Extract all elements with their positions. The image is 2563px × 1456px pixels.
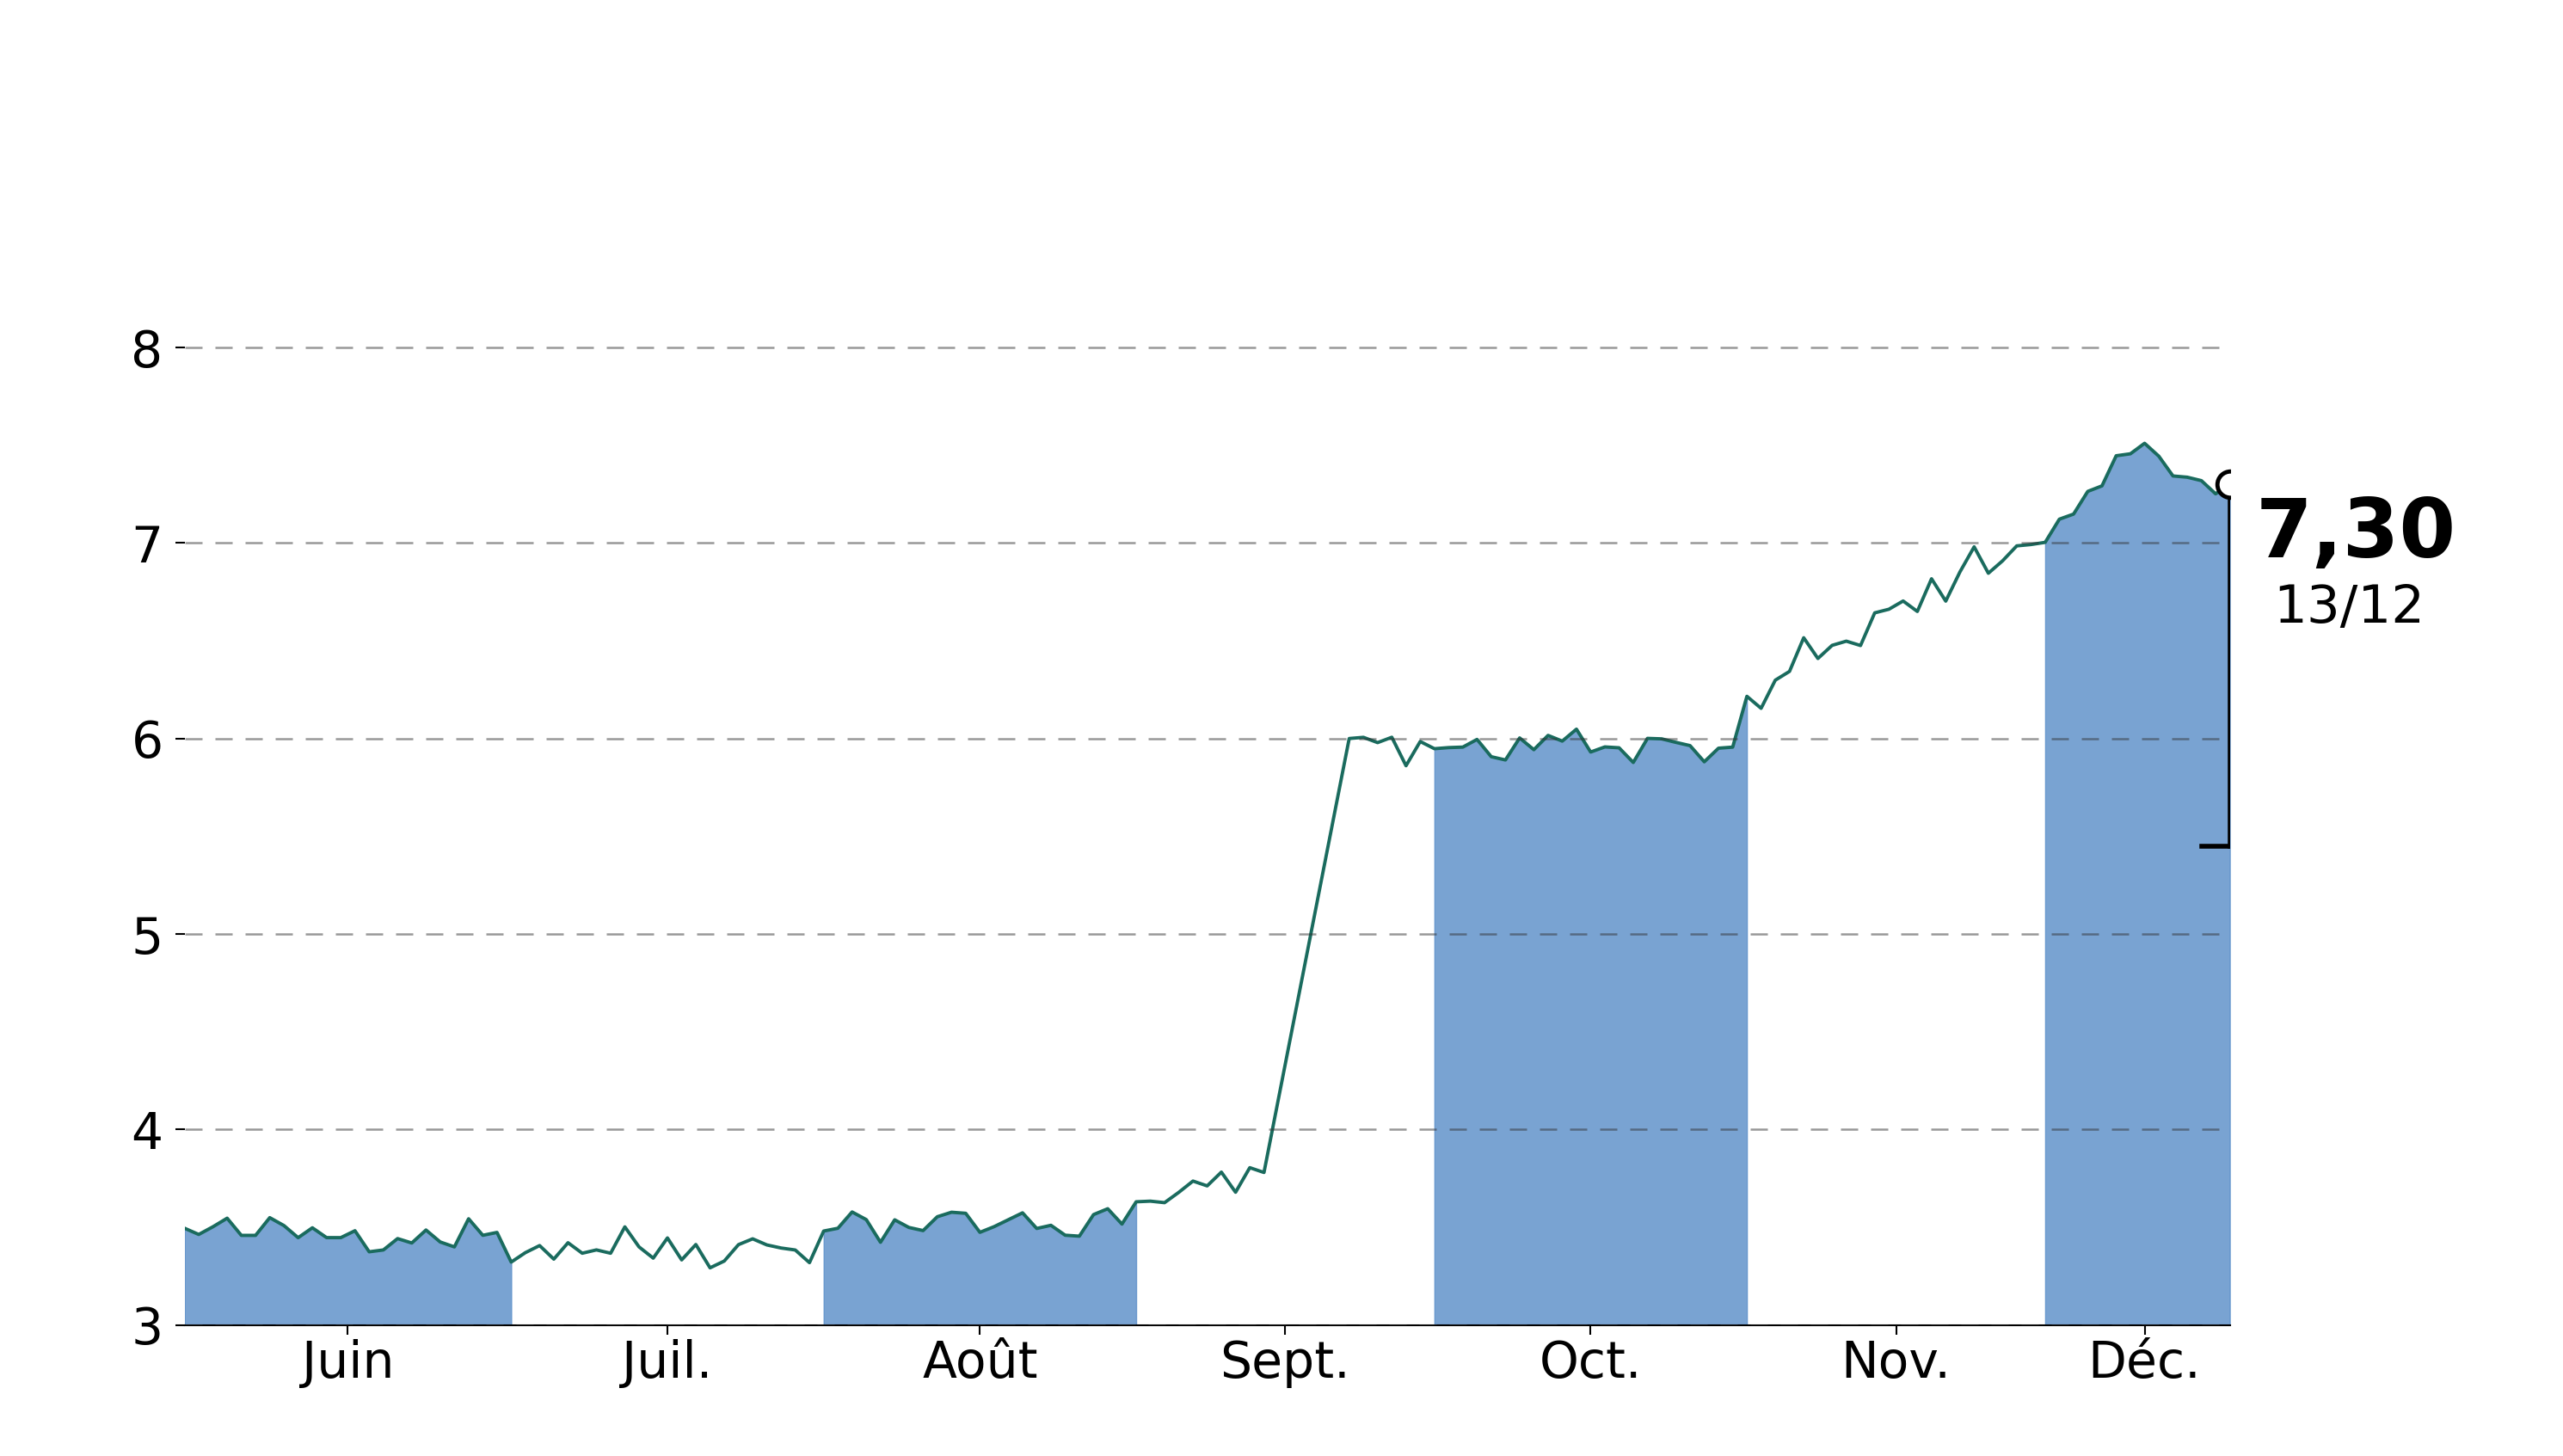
Text: 7,30: 7,30 (2255, 496, 2455, 575)
Text: 13/12: 13/12 (2273, 582, 2425, 633)
Text: alstria office REIT-AG: alstria office REIT-AG (715, 38, 1848, 130)
